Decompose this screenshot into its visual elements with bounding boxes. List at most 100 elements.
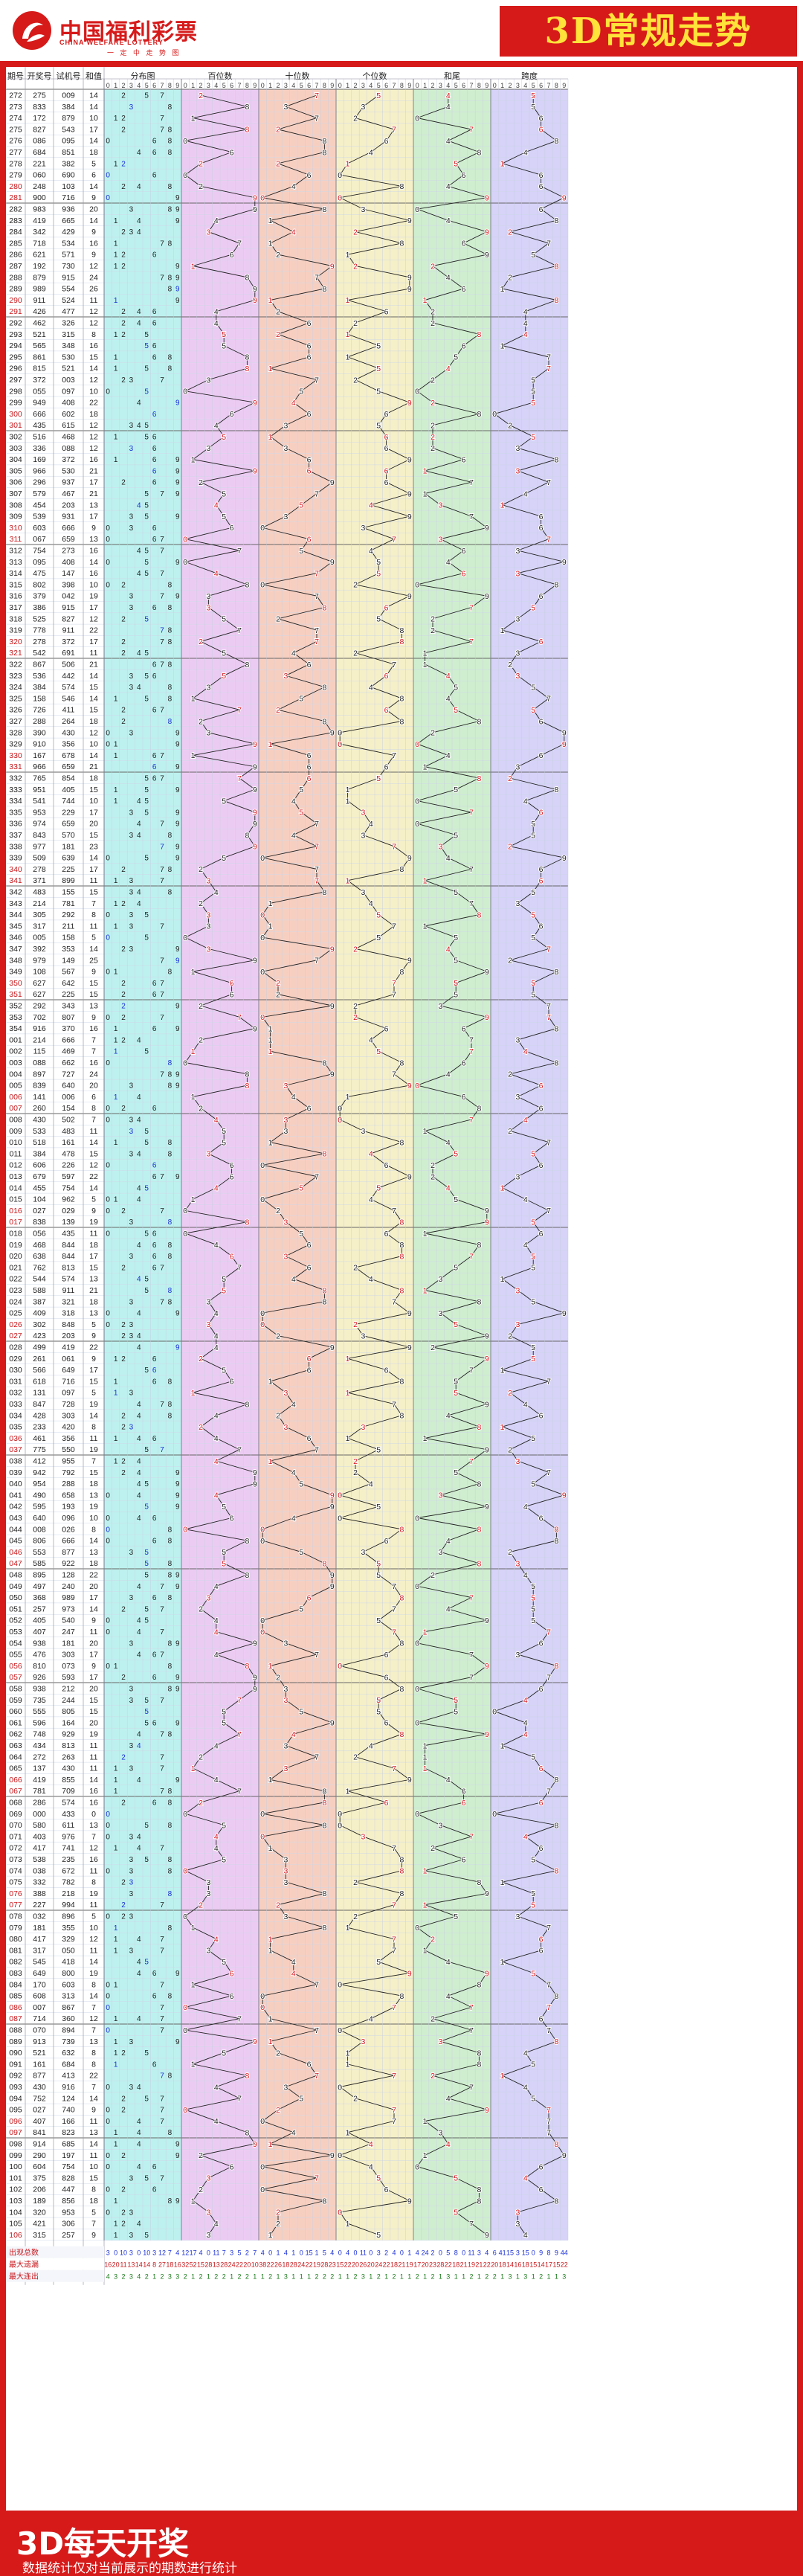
stats-cell: 11 bbox=[360, 2249, 367, 2257]
period-cell: 286 bbox=[9, 251, 22, 260]
period-cell: 316 bbox=[9, 592, 22, 601]
trial-cell: 006 bbox=[62, 1093, 75, 1102]
open-cell: 417 bbox=[33, 1844, 46, 1853]
stats-cell: 6 bbox=[493, 2249, 497, 2257]
stats-cell: 3 bbox=[508, 2273, 512, 2281]
tail-point: 0 bbox=[415, 740, 419, 749]
hundreds-point: 2 bbox=[199, 865, 203, 874]
open-cell: 390 bbox=[33, 728, 46, 737]
hundreds-point: 5 bbox=[222, 1821, 226, 1830]
trial-cell: 754 bbox=[62, 2162, 75, 2171]
sum-cell: 14 bbox=[89, 1776, 98, 1785]
period-cell: 069 bbox=[9, 1810, 22, 1819]
sum-cell: 17 bbox=[89, 603, 98, 612]
hundreds-point: 4 bbox=[214, 216, 219, 225]
dist-mark: 9 bbox=[175, 1002, 180, 1010]
units-point: 9 bbox=[407, 1776, 412, 1785]
tens-point: 3 bbox=[283, 1218, 288, 1227]
units-point: 6 bbox=[384, 410, 389, 419]
trial-cell: 530 bbox=[62, 353, 75, 362]
period-cell: 331 bbox=[9, 762, 22, 771]
trial-cell: 313 bbox=[62, 1992, 75, 2001]
tens-point: 1 bbox=[268, 364, 273, 373]
sum-cell: 15 bbox=[89, 683, 98, 692]
dist-mark: 9 bbox=[175, 194, 180, 202]
stats-cell: 1 bbox=[500, 2273, 504, 2281]
stats-cell: 10 bbox=[120, 2249, 127, 2257]
tens-point: 7 bbox=[315, 91, 319, 100]
dist-mark: 7 bbox=[160, 274, 164, 282]
dist-mark: 1 bbox=[114, 263, 118, 271]
open-cell: 167 bbox=[33, 751, 46, 760]
tens-point: 1 bbox=[268, 899, 273, 908]
sum-cell: 11 bbox=[90, 2117, 98, 2126]
sum-cell: 12 bbox=[89, 376, 98, 385]
dist-mark: 3 bbox=[129, 1594, 134, 1602]
sum-cell: 18 bbox=[89, 2197, 98, 2206]
digit-header: 4 bbox=[523, 82, 527, 89]
period-cell: 093 bbox=[9, 2083, 22, 2092]
dist-mark: 6 bbox=[152, 479, 157, 487]
hundreds-point: 4 bbox=[214, 319, 219, 328]
trial-cell: 929 bbox=[62, 1730, 75, 1739]
units-point: 6 bbox=[384, 672, 389, 681]
units-point: 3 bbox=[361, 205, 365, 214]
period-cell: 315 bbox=[9, 580, 22, 589]
period-cell: 277 bbox=[9, 148, 22, 157]
trial-cell: 382 bbox=[62, 159, 75, 168]
dist-mark: 7 bbox=[160, 2004, 164, 2012]
sum-cell: 14 bbox=[89, 2139, 98, 2148]
dist-mark: 1 bbox=[114, 1139, 118, 1147]
tail-point: 7 bbox=[469, 1457, 474, 1466]
sum-cell: 14 bbox=[89, 751, 98, 760]
tail-point: 7 bbox=[469, 1673, 474, 1682]
dist-mark: 7 bbox=[160, 1583, 164, 1591]
period-cell: 018 bbox=[9, 1229, 22, 1238]
dist-mark: 7 bbox=[160, 593, 164, 601]
stats-cell: 52 bbox=[190, 2261, 197, 2269]
tail-point: 5 bbox=[454, 888, 458, 897]
open-cell: 392 bbox=[33, 945, 46, 954]
tens-point: 4 bbox=[291, 1468, 296, 1477]
period-cell: 308 bbox=[9, 501, 22, 510]
sum-cell: 15 bbox=[89, 887, 98, 896]
sum-cell: 5 bbox=[91, 2208, 96, 2217]
dist-mark: 8 bbox=[168, 684, 172, 692]
dist-mark: 6 bbox=[152, 1594, 157, 1602]
dist-mark: 1 bbox=[114, 1936, 118, 1944]
span-point: 8 bbox=[554, 137, 558, 146]
span-point: 5 bbox=[531, 831, 535, 840]
dist-mark: 9 bbox=[175, 456, 180, 464]
units-point: 4 bbox=[369, 148, 373, 157]
hundreds-point: 4 bbox=[214, 1844, 219, 1853]
trial-cell: 844 bbox=[62, 1241, 75, 1250]
stats-cell: 20 bbox=[367, 2261, 375, 2269]
units-point: 7 bbox=[392, 1298, 396, 1307]
span-point: 6 bbox=[539, 2185, 544, 2194]
dist-mark: 6 bbox=[152, 707, 157, 715]
dist-mark: 5 bbox=[144, 422, 149, 430]
digit-header: 9 bbox=[485, 82, 488, 89]
period-cell: 299 bbox=[9, 399, 22, 408]
sum-cell: 14 bbox=[89, 182, 98, 191]
digit-header: 2 bbox=[121, 82, 125, 89]
open-cell: 407 bbox=[33, 1628, 46, 1637]
span-point: 4 bbox=[523, 2174, 528, 2183]
stats-cell: 2 bbox=[199, 2273, 202, 2281]
stats-cell: 9 bbox=[555, 2249, 558, 2257]
sum-cell: 20 bbox=[89, 1082, 98, 1091]
hundreds-point: 0 bbox=[183, 171, 187, 180]
units-point: 5 bbox=[376, 910, 381, 919]
period-cell: 272 bbox=[9, 91, 22, 100]
open-cell: 627 bbox=[33, 990, 46, 999]
span-point: 1 bbox=[500, 160, 505, 169]
hundreds-point: 7 bbox=[237, 2014, 242, 2023]
tens-point: 6 bbox=[307, 751, 312, 760]
period-cell: 045 bbox=[9, 1537, 22, 1546]
dist-mark: 3 bbox=[129, 1150, 134, 1158]
span-point: 9 bbox=[562, 854, 567, 863]
stats-cell: 1 bbox=[291, 2249, 295, 2257]
stats-cell: 26 bbox=[359, 2261, 367, 2269]
open-cell: 233 bbox=[33, 1423, 46, 1432]
digit-header: 0 bbox=[416, 82, 419, 89]
